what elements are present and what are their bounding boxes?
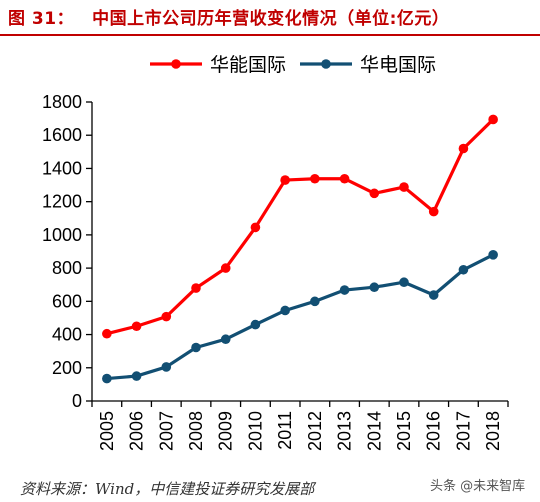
data-point xyxy=(310,173,320,184)
x-tick-label: 2007 xyxy=(156,411,176,451)
x-tick-label: 2013 xyxy=(335,411,355,451)
data-point xyxy=(220,263,231,273)
axes: 0 200 400 600 800 1000 1200 1400 1600 1800 2005 200… xyxy=(42,92,509,451)
x-tick-label: 2017 xyxy=(453,411,473,451)
x-tick-label: 2005 xyxy=(97,411,117,451)
y-tick-label: 1800 xyxy=(42,92,82,112)
series-layer xyxy=(102,114,498,384)
y-tick-label: 800 xyxy=(52,258,82,278)
data-point xyxy=(280,305,290,316)
data-point xyxy=(428,206,439,217)
data-point xyxy=(399,277,409,288)
data-point xyxy=(399,182,409,192)
legend: 华能国际 华电国际 xyxy=(150,54,436,76)
legend-marker xyxy=(171,59,181,69)
x-tick-label: 2008 xyxy=(186,411,206,451)
y-tick-label: 0 xyxy=(72,391,82,411)
legend-marker xyxy=(321,59,331,69)
source-note: 资料来源：Wind，中信建投证券研究发展部 xyxy=(20,480,315,498)
data-point xyxy=(161,311,172,322)
series-1 xyxy=(102,114,498,339)
data-point xyxy=(458,143,469,154)
data-point xyxy=(458,264,469,275)
data-point xyxy=(161,362,172,372)
data-point xyxy=(220,334,231,345)
y-tick-label: 1000 xyxy=(42,225,82,245)
y-tick-label: 600 xyxy=(52,291,82,311)
data-point xyxy=(131,321,142,332)
x-tick-label: 2009 xyxy=(216,411,236,451)
x-tick-label: 2014 xyxy=(364,411,384,451)
x-tick-label: 2018 xyxy=(483,411,503,451)
line-chart: 华能国际 华电国际 0 200 400 600 800 1000 1200 1400 1600 18… xyxy=(42,54,509,451)
series-2 xyxy=(102,250,498,384)
data-point xyxy=(428,290,439,300)
data-point xyxy=(488,250,498,260)
data-point xyxy=(131,371,142,381)
data-point xyxy=(339,173,350,184)
legend-entry: 华能国际 xyxy=(150,54,286,76)
x-tick-label: 2012 xyxy=(305,411,325,451)
data-point xyxy=(488,114,498,125)
y-tick-label: 1200 xyxy=(42,192,82,212)
data-point xyxy=(280,175,290,185)
data-point xyxy=(369,188,380,199)
data-point xyxy=(310,296,320,307)
y-tick-label: 400 xyxy=(52,325,82,345)
figure-title: 中国上市公司历年营收变化情况（单位:亿元） xyxy=(92,9,450,29)
legend-label: 华电国际 xyxy=(360,54,436,76)
y-tick-label: 1400 xyxy=(42,158,82,178)
data-point xyxy=(102,373,112,384)
x-tick-label: 2006 xyxy=(127,411,147,451)
legend-label: 华能国际 xyxy=(210,54,286,76)
y-tick-label: 200 xyxy=(52,358,82,378)
data-point xyxy=(369,282,380,293)
legend-entry: 华电国际 xyxy=(300,54,436,76)
data-point xyxy=(191,342,201,353)
data-point xyxy=(250,319,261,330)
series-line xyxy=(106,253,494,381)
data-point xyxy=(339,285,350,295)
x-tick-label: 2010 xyxy=(245,411,265,451)
x-tick-label: 2011 xyxy=(275,411,295,450)
data-point xyxy=(102,328,112,339)
x-tick-label: 2016 xyxy=(424,411,444,451)
y-tick-label: 1600 xyxy=(42,125,82,145)
figure-number: 图 31： xyxy=(8,9,75,29)
figure-title-bar: 图 31： 中国上市公司历年营收变化情况（单位:亿元） xyxy=(8,4,449,29)
series-line xyxy=(106,118,495,336)
x-tick-label: 2015 xyxy=(394,411,414,451)
data-point xyxy=(191,283,201,293)
watermark: 头条 @未来智库 xyxy=(430,479,526,494)
data-point xyxy=(250,222,261,233)
title-divider xyxy=(0,34,540,36)
